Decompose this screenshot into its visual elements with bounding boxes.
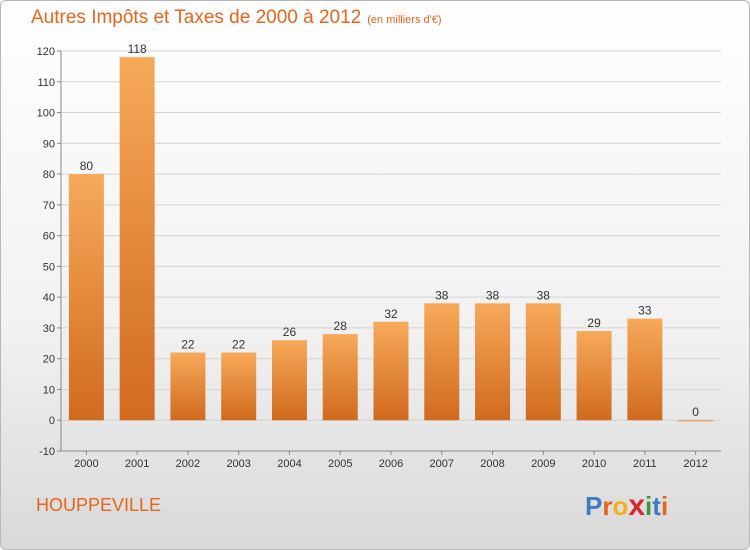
y-tick-label: 0 [49,415,55,427]
axes: -10 0 10 20 30 40 50 60 70 80 90 100 110 120 2000 2001 2… [37,46,721,470]
x-tick-label-2007: 2007 [430,458,454,470]
bar-2002 [170,352,206,421]
data-label-2005: 28 [334,319,348,333]
x-tick-label-2002: 2002 [176,458,200,470]
y-tick-label: 50 [43,261,55,273]
x-tick-label-2010: 2010 [582,458,606,470]
data-labels: 80 118 22 22 26 28 32 38 38 38 29 33 0 [80,42,700,419]
logo-letter: x [628,489,646,522]
chart-unit: (en milliers d'€) [367,14,442,26]
bar-2012 [678,420,714,422]
data-label-2009: 38 [537,288,551,302]
title-block: Autres Impôts et Taxes de 2000 à 2012 (en… [31,7,442,29]
y-tick-label: 90 [43,138,55,150]
x-tick-label-2005: 2005 [328,458,352,470]
data-label-2008: 38 [486,288,500,302]
data-label-2012: 0 [692,405,699,419]
y-tick-label: 70 [43,200,55,212]
y-tick-label: 40 [43,292,55,304]
bar-2007 [424,303,460,421]
y-tick-label: 110 [37,77,55,89]
logo-letter: P [585,491,603,521]
bars [68,57,714,422]
data-label-2003: 22 [232,338,246,352]
y-tick-label: 80 [43,169,55,181]
x-tick-label-2000: 2000 [74,458,98,470]
chart-title: Autres Impôts et Taxes de 2000 à 2012 [31,7,362,28]
y-tick-label: 20 [43,354,55,366]
x-tick-label-2012: 2012 [683,458,707,470]
bar-2010 [576,331,612,421]
logo-letter: o [612,491,629,521]
data-label-2007: 38 [435,288,449,302]
y-tick-label: 60 [43,231,55,243]
x-tick-label-2004: 2004 [277,458,301,470]
x-tick-label-2006: 2006 [379,458,403,470]
x-tick-label-2009: 2009 [531,458,555,470]
data-label-2004: 26 [283,325,297,339]
x-tick-label-2003: 2003 [226,458,250,470]
data-label-2010: 29 [587,316,601,330]
data-label-2000: 80 [80,159,94,173]
y-tick-label: 120 [37,46,55,58]
x-tick-label-2011: 2011 [633,458,657,470]
x-tick-label-2008: 2008 [480,458,504,470]
bar-2008 [475,303,511,421]
y-tick-label: -10 [39,446,55,458]
y-tick-label: 100 [37,108,55,120]
logo-letter: i [660,491,669,521]
data-label-2002: 22 [181,338,195,352]
bar-2006 [373,321,409,421]
place-name: HOUPPEVILLE [36,495,162,515]
bar-2000 [68,174,104,421]
logo-letter: i [645,491,653,521]
logo-letter: r [602,491,613,521]
y-tick-label: 30 [43,323,55,335]
bar-2003 [221,352,257,421]
y-tick-label: 10 [43,384,55,396]
bar-2011 [627,318,663,421]
data-label-2011: 33 [638,304,652,318]
logo-letter: t [652,491,661,521]
bar-2009 [525,303,561,421]
bar-2005 [322,334,358,421]
data-label-2001: 118 [128,42,147,56]
bar-2001 [119,57,155,421]
bar-2004 [271,340,307,421]
x-tick-label-2001: 2001 [125,458,149,470]
proxiti-logo: Proxiti [585,489,668,523]
data-label-2006: 32 [384,307,398,321]
